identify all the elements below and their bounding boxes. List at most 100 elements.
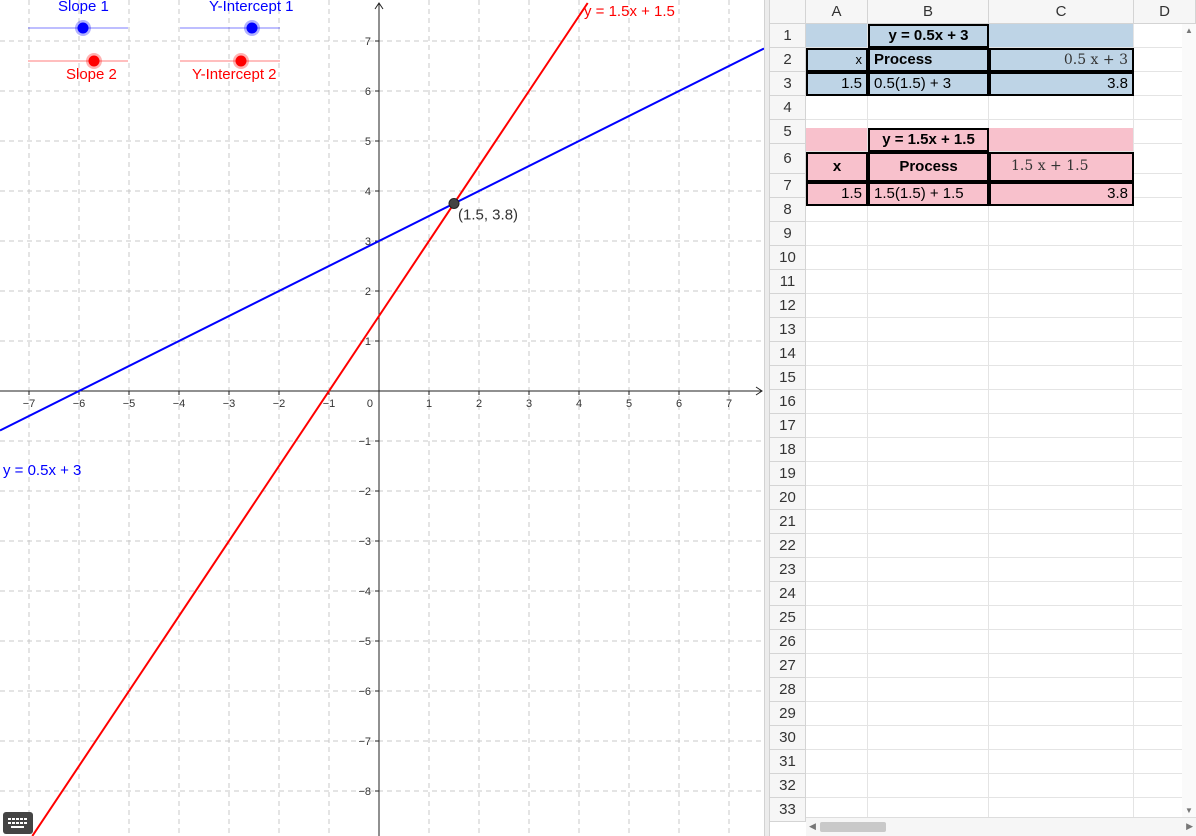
empty-cell[interactable]: [868, 558, 989, 582]
cell-a6[interactable]: x: [806, 152, 868, 182]
cell-b3[interactable]: 0.5(1.5) + 3: [868, 72, 989, 96]
empty-cell[interactable]: [868, 342, 989, 366]
empty-cell[interactable]: [868, 750, 989, 774]
cell-a1[interactable]: [806, 24, 868, 48]
slope1-slider-knob[interactable]: [77, 22, 89, 34]
empty-cell[interactable]: [868, 96, 989, 120]
empty-cell[interactable]: [806, 294, 868, 318]
empty-cell[interactable]: [806, 678, 868, 702]
empty-cell[interactable]: [806, 462, 868, 486]
column-header-a[interactable]: A: [806, 0, 868, 24]
empty-cell[interactable]: [989, 510, 1134, 534]
empty-cell[interactable]: [989, 438, 1134, 462]
row-header[interactable]: 3: [770, 72, 806, 96]
line-y-1.5x-plus-1.5[interactable]: [31, 2, 589, 836]
empty-cell[interactable]: [989, 246, 1134, 270]
empty-cell[interactable]: [806, 510, 868, 534]
row-header[interactable]: 2: [770, 48, 806, 72]
column-header-d[interactable]: D: [1134, 0, 1196, 24]
cell-a3[interactable]: 1.5: [806, 72, 868, 96]
cell-a2[interactable]: x: [806, 48, 868, 72]
empty-cell[interactable]: [868, 246, 989, 270]
empty-cell[interactable]: [868, 366, 989, 390]
empty-cell[interactable]: [868, 510, 989, 534]
row-header[interactable]: 10: [770, 246, 806, 270]
row-header[interactable]: 5: [770, 120, 806, 144]
sheet-corner[interactable]: [770, 0, 806, 24]
empty-cell[interactable]: [989, 198, 1134, 222]
empty-cell[interactable]: [806, 390, 868, 414]
row-header[interactable]: 24: [770, 582, 806, 606]
empty-cell[interactable]: [989, 390, 1134, 414]
empty-cell[interactable]: [806, 198, 868, 222]
empty-cell[interactable]: [989, 366, 1134, 390]
empty-cell[interactable]: [806, 270, 868, 294]
empty-cell[interactable]: [989, 702, 1134, 726]
empty-cell[interactable]: [989, 654, 1134, 678]
empty-cell[interactable]: [989, 486, 1134, 510]
empty-cell[interactable]: [989, 750, 1134, 774]
graphics-view[interactable]: −7 −6 −5 −4 −3 −2 −1 1 2 3 4 5 6 7 7 6 5 4 3 2 1 −1 −2 −3 −4 −5 −6…: [0, 0, 764, 836]
row-header[interactable]: 22: [770, 534, 806, 558]
empty-cell[interactable]: [989, 726, 1134, 750]
empty-cell[interactable]: [989, 558, 1134, 582]
empty-cell[interactable]: [989, 582, 1134, 606]
empty-cell[interactable]: [806, 486, 868, 510]
empty-cell[interactable]: [806, 582, 868, 606]
empty-cell[interactable]: [868, 534, 989, 558]
row-header[interactable]: 9: [770, 222, 806, 246]
row-header[interactable]: 6: [770, 144, 806, 174]
spreadsheet-view[interactable]: A B C D 1 2 3 4 5 6 7 8 9 10 11 12 13 14 15 16 17 18 19 20 2…: [770, 0, 1196, 836]
empty-cell[interactable]: [868, 774, 989, 798]
row-header[interactable]: 23: [770, 558, 806, 582]
empty-cell[interactable]: [868, 198, 989, 222]
cell-a7[interactable]: 1.5: [806, 182, 868, 206]
yint2-slider-knob[interactable]: [235, 55, 247, 67]
scroll-right-icon[interactable]: ▶: [1186, 821, 1193, 831]
empty-cell[interactable]: [989, 462, 1134, 486]
row-header[interactable]: 19: [770, 462, 806, 486]
cell-a5[interactable]: [806, 128, 868, 152]
empty-cell[interactable]: [806, 702, 868, 726]
row-header[interactable]: 4: [770, 96, 806, 120]
vertical-scrollbar[interactable]: ▲ ▼: [1182, 24, 1196, 817]
empty-cell[interactable]: [868, 630, 989, 654]
empty-cell[interactable]: [806, 630, 868, 654]
empty-cell[interactable]: [868, 486, 989, 510]
empty-cell[interactable]: [989, 342, 1134, 366]
empty-cell[interactable]: [806, 750, 868, 774]
empty-cell[interactable]: [868, 390, 989, 414]
empty-cell[interactable]: [868, 654, 989, 678]
empty-cell[interactable]: [868, 294, 989, 318]
cell-c5[interactable]: [989, 128, 1134, 152]
row-header[interactable]: 12: [770, 294, 806, 318]
empty-cell[interactable]: [989, 270, 1134, 294]
empty-cell[interactable]: [868, 270, 989, 294]
row-header[interactable]: 20: [770, 486, 806, 510]
empty-cell[interactable]: [806, 414, 868, 438]
empty-cell[interactable]: [806, 222, 868, 246]
cell-c3[interactable]: 3.8: [989, 72, 1134, 96]
row-header[interactable]: 8: [770, 198, 806, 222]
empty-cell[interactable]: [806, 654, 868, 678]
cell-b2[interactable]: Process: [868, 48, 989, 72]
cell-b5[interactable]: y = 1.5x + 1.5: [868, 128, 989, 152]
row-header[interactable]: 27: [770, 654, 806, 678]
cell-b6[interactable]: Process: [868, 152, 989, 182]
row-header[interactable]: 15: [770, 366, 806, 390]
empty-cell[interactable]: [806, 774, 868, 798]
yint1-slider-knob[interactable]: [246, 22, 258, 34]
empty-cell[interactable]: [806, 558, 868, 582]
empty-cell[interactable]: [868, 606, 989, 630]
cell-b1[interactable]: y = 0.5x + 3: [868, 24, 989, 48]
empty-cell[interactable]: [989, 294, 1134, 318]
intersection-point[interactable]: [448, 198, 460, 209]
row-header[interactable]: 7: [770, 174, 806, 198]
empty-cell[interactable]: [868, 222, 989, 246]
column-header-c[interactable]: C: [989, 0, 1134, 24]
row-header[interactable]: 29: [770, 702, 806, 726]
empty-cell[interactable]: [989, 678, 1134, 702]
row-header[interactable]: 11: [770, 270, 806, 294]
empty-cell[interactable]: [868, 318, 989, 342]
row-header[interactable]: 28: [770, 678, 806, 702]
